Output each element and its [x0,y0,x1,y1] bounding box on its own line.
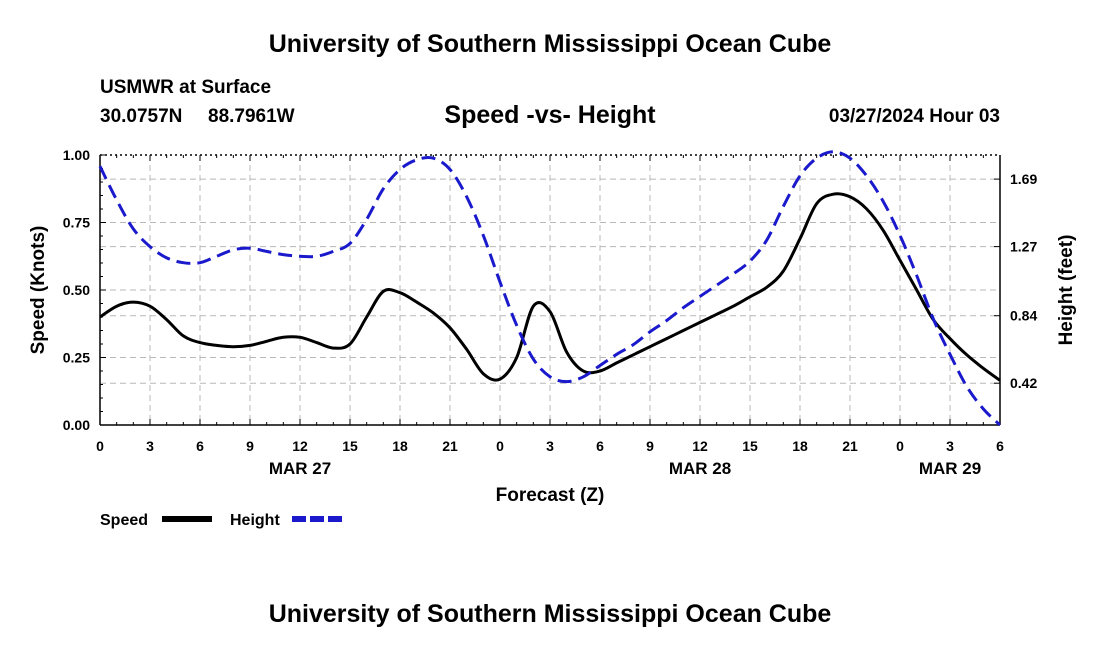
date-label: MAR 27 [269,459,331,478]
legend-label-height: Height [230,512,280,529]
forecast-datetime: 03/27/2024 Hour 03 [828,106,1000,127]
x-axis-title: Forecast (Z) [496,485,605,506]
y-tick-label: 0.25 [63,350,90,366]
x-tick-label: 0 [96,438,104,454]
longitude: 88.7961W [208,106,295,127]
chart-title: Speed -vs- Height [444,101,656,129]
x-tick-label: 9 [246,438,254,454]
y-tick-label: 0.75 [63,215,90,231]
x-tick-label: 6 [996,438,1004,454]
x-tick-label: 3 [546,438,554,454]
footer-title: University of Southern Mississippi Ocean… [268,600,832,628]
x-tick-label: 18 [392,438,408,454]
date-label: MAR 28 [669,459,731,478]
date-label: MAR 29 [919,459,981,478]
y-tick-label: 1.00 [63,147,90,163]
y2-tick-label: 0.42 [1010,375,1037,391]
series-line-height [98,150,1002,427]
x-tick-label: 15 [742,438,758,454]
x-tick-label: 12 [692,438,708,454]
y2-axis-title: Height (feet) [1056,235,1077,346]
series-line-speed [99,192,1001,382]
y2-tick-label: 1.69 [1010,171,1037,187]
y-axis-title: Speed (Knots) [28,226,49,355]
x-tick-label: 15 [342,438,358,454]
x-tick-label: 6 [596,438,604,454]
page-title: University of Southern Mississippi Ocean… [268,30,832,58]
x-tick-label: 9 [646,438,654,454]
x-tick-label: 0 [896,438,904,454]
y2-tick-label: 1.27 [1010,239,1037,255]
station-label: USMWR at Surface [100,77,272,98]
x-tick-label: 12 [292,438,308,454]
x-tick-label: 18 [792,438,808,454]
x-tick-label: 6 [196,438,204,454]
x-tick-label: 0 [496,438,504,454]
legend-label-speed: Speed [100,512,148,529]
x-tick-label: 3 [946,438,954,454]
y2-tick-label: 0.84 [1010,308,1037,324]
x-tick-label: 21 [442,438,458,454]
x-tick-label: 21 [842,438,858,454]
latitude: 30.0757N [100,106,183,127]
y-tick-label: 0.50 [63,282,90,298]
y-tick-label: 0.00 [63,417,90,433]
x-tick-label: 3 [146,438,154,454]
